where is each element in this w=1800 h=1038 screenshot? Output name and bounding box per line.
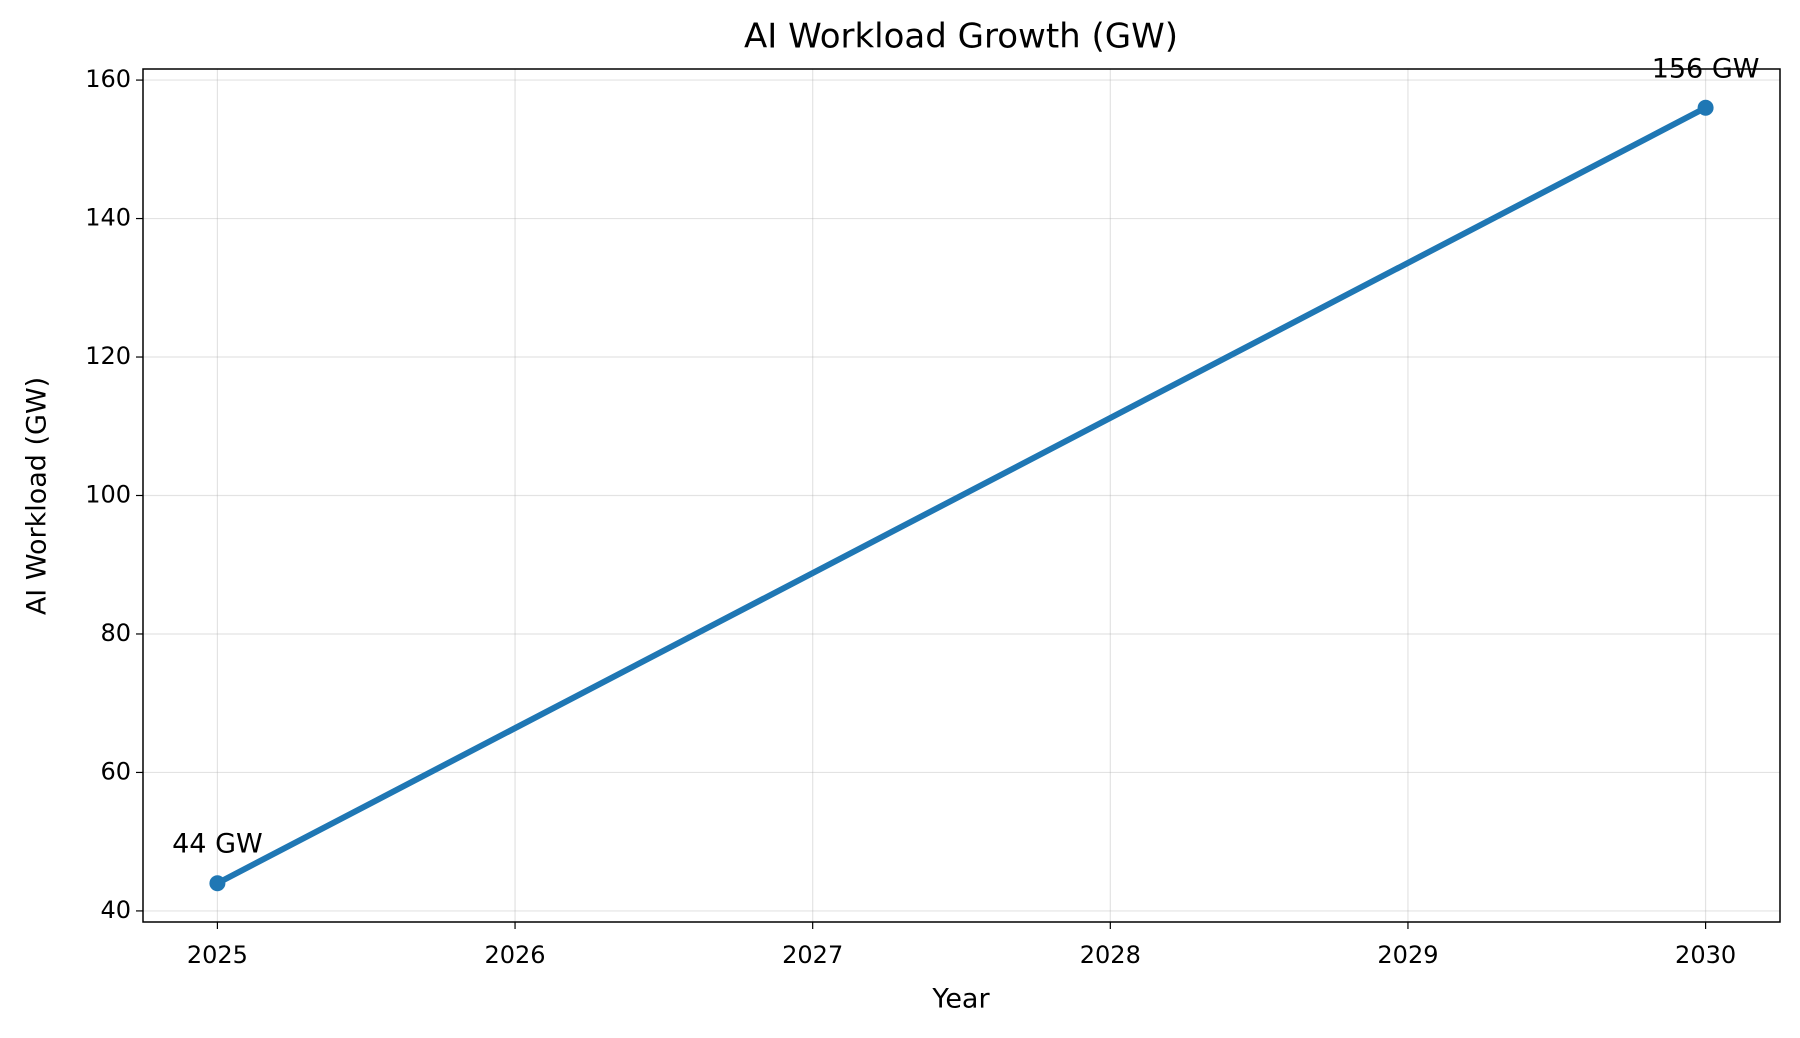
y-tick-label: 140 <box>85 204 131 232</box>
x-tick-label: 2025 <box>187 941 248 969</box>
data-line <box>213 103 1710 888</box>
y-axis-label: AI Workload (GW) <box>22 377 53 615</box>
chart-title: AI Workload Growth (GW) <box>744 17 1178 57</box>
plot-frame <box>142 68 1781 923</box>
y-tick-label: 60 <box>100 757 131 785</box>
x-tick-label: 2028 <box>1080 941 1141 969</box>
value-label: 156 GW <box>1652 53 1760 84</box>
x-tick-label: 2029 <box>1377 941 1438 969</box>
x-axis-label: Year <box>931 984 990 1015</box>
x-tick-label: 2027 <box>782 941 843 969</box>
x-tick-label: 2030 <box>1675 941 1736 969</box>
y-tick-label: 120 <box>85 342 131 370</box>
data-point <box>1697 99 1714 116</box>
y-tick-label: 160 <box>85 65 131 93</box>
value-label: 44 GW <box>172 829 263 860</box>
x-tick-label: 2026 <box>485 941 546 969</box>
y-tick-label: 80 <box>100 619 131 647</box>
data-point <box>209 875 226 892</box>
y-tick-label: 40 <box>100 896 131 924</box>
y-tick-label: 100 <box>85 481 131 509</box>
